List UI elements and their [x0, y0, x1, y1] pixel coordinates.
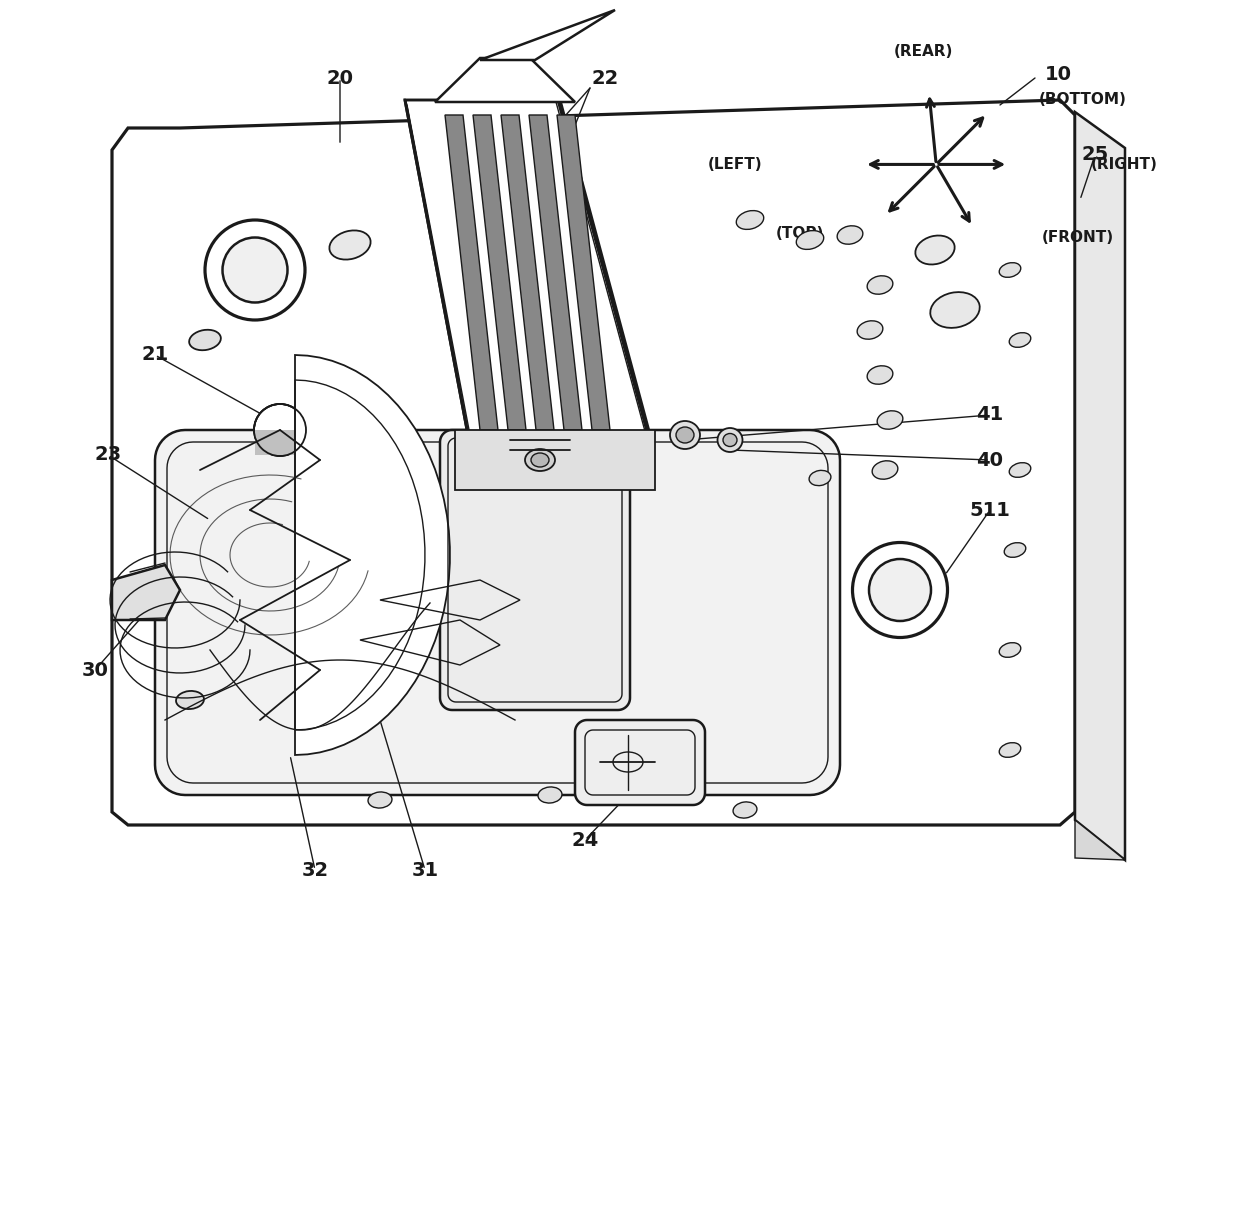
Ellipse shape: [737, 211, 764, 229]
Ellipse shape: [1009, 333, 1030, 347]
Text: 41: 41: [976, 406, 1003, 425]
Ellipse shape: [718, 428, 743, 452]
Text: 21: 21: [141, 346, 169, 364]
Text: 25: 25: [1081, 145, 1109, 164]
Ellipse shape: [330, 230, 371, 259]
Polygon shape: [255, 430, 305, 456]
Text: (BOTTOM): (BOTTOM): [1039, 93, 1127, 107]
Ellipse shape: [733, 801, 756, 818]
Ellipse shape: [857, 320, 883, 339]
Polygon shape: [575, 720, 706, 805]
Ellipse shape: [205, 220, 305, 320]
Ellipse shape: [222, 238, 288, 302]
Text: 23: 23: [94, 446, 122, 464]
Text: (LEFT): (LEFT): [708, 157, 763, 172]
Polygon shape: [440, 430, 630, 710]
Polygon shape: [112, 100, 1075, 825]
Ellipse shape: [670, 421, 701, 449]
Ellipse shape: [867, 275, 893, 295]
Ellipse shape: [190, 330, 221, 351]
Ellipse shape: [853, 542, 947, 637]
Text: 511: 511: [970, 501, 1011, 520]
Ellipse shape: [254, 404, 306, 456]
Text: 24: 24: [572, 831, 599, 849]
Ellipse shape: [723, 434, 737, 447]
Ellipse shape: [869, 559, 931, 621]
Ellipse shape: [872, 460, 898, 479]
Ellipse shape: [999, 263, 1021, 278]
Polygon shape: [501, 114, 554, 430]
Polygon shape: [295, 354, 450, 755]
Text: (FRONT): (FRONT): [1042, 230, 1114, 245]
Polygon shape: [155, 430, 839, 795]
Ellipse shape: [1009, 463, 1030, 477]
Text: 31: 31: [412, 860, 439, 879]
Text: (TOP): (TOP): [776, 227, 825, 241]
Ellipse shape: [999, 743, 1021, 758]
Ellipse shape: [930, 292, 980, 328]
Text: 10: 10: [1045, 66, 1073, 84]
Ellipse shape: [808, 470, 831, 486]
Ellipse shape: [877, 410, 903, 429]
Polygon shape: [557, 114, 610, 430]
Ellipse shape: [676, 428, 694, 443]
Ellipse shape: [531, 453, 549, 466]
Ellipse shape: [837, 225, 863, 244]
Polygon shape: [112, 565, 180, 620]
Polygon shape: [480, 10, 615, 60]
Polygon shape: [455, 430, 655, 490]
Text: 22: 22: [591, 68, 619, 88]
Text: (REAR): (REAR): [894, 44, 954, 58]
Polygon shape: [1075, 820, 1125, 860]
Text: 30: 30: [82, 660, 108, 680]
Ellipse shape: [867, 365, 893, 384]
Ellipse shape: [915, 235, 955, 264]
Ellipse shape: [525, 449, 556, 471]
Ellipse shape: [796, 230, 823, 250]
Ellipse shape: [1004, 543, 1025, 558]
Ellipse shape: [999, 643, 1021, 658]
Polygon shape: [405, 100, 650, 435]
Polygon shape: [445, 114, 498, 430]
Text: 20: 20: [326, 68, 353, 88]
Polygon shape: [1075, 112, 1125, 860]
Ellipse shape: [538, 787, 562, 803]
Ellipse shape: [176, 691, 203, 709]
Text: 32: 32: [301, 860, 329, 879]
Text: (RIGHT): (RIGHT): [1091, 157, 1158, 172]
Polygon shape: [435, 58, 575, 102]
Text: 40: 40: [977, 451, 1003, 469]
Ellipse shape: [368, 792, 392, 808]
Polygon shape: [529, 114, 582, 430]
Polygon shape: [472, 114, 526, 430]
